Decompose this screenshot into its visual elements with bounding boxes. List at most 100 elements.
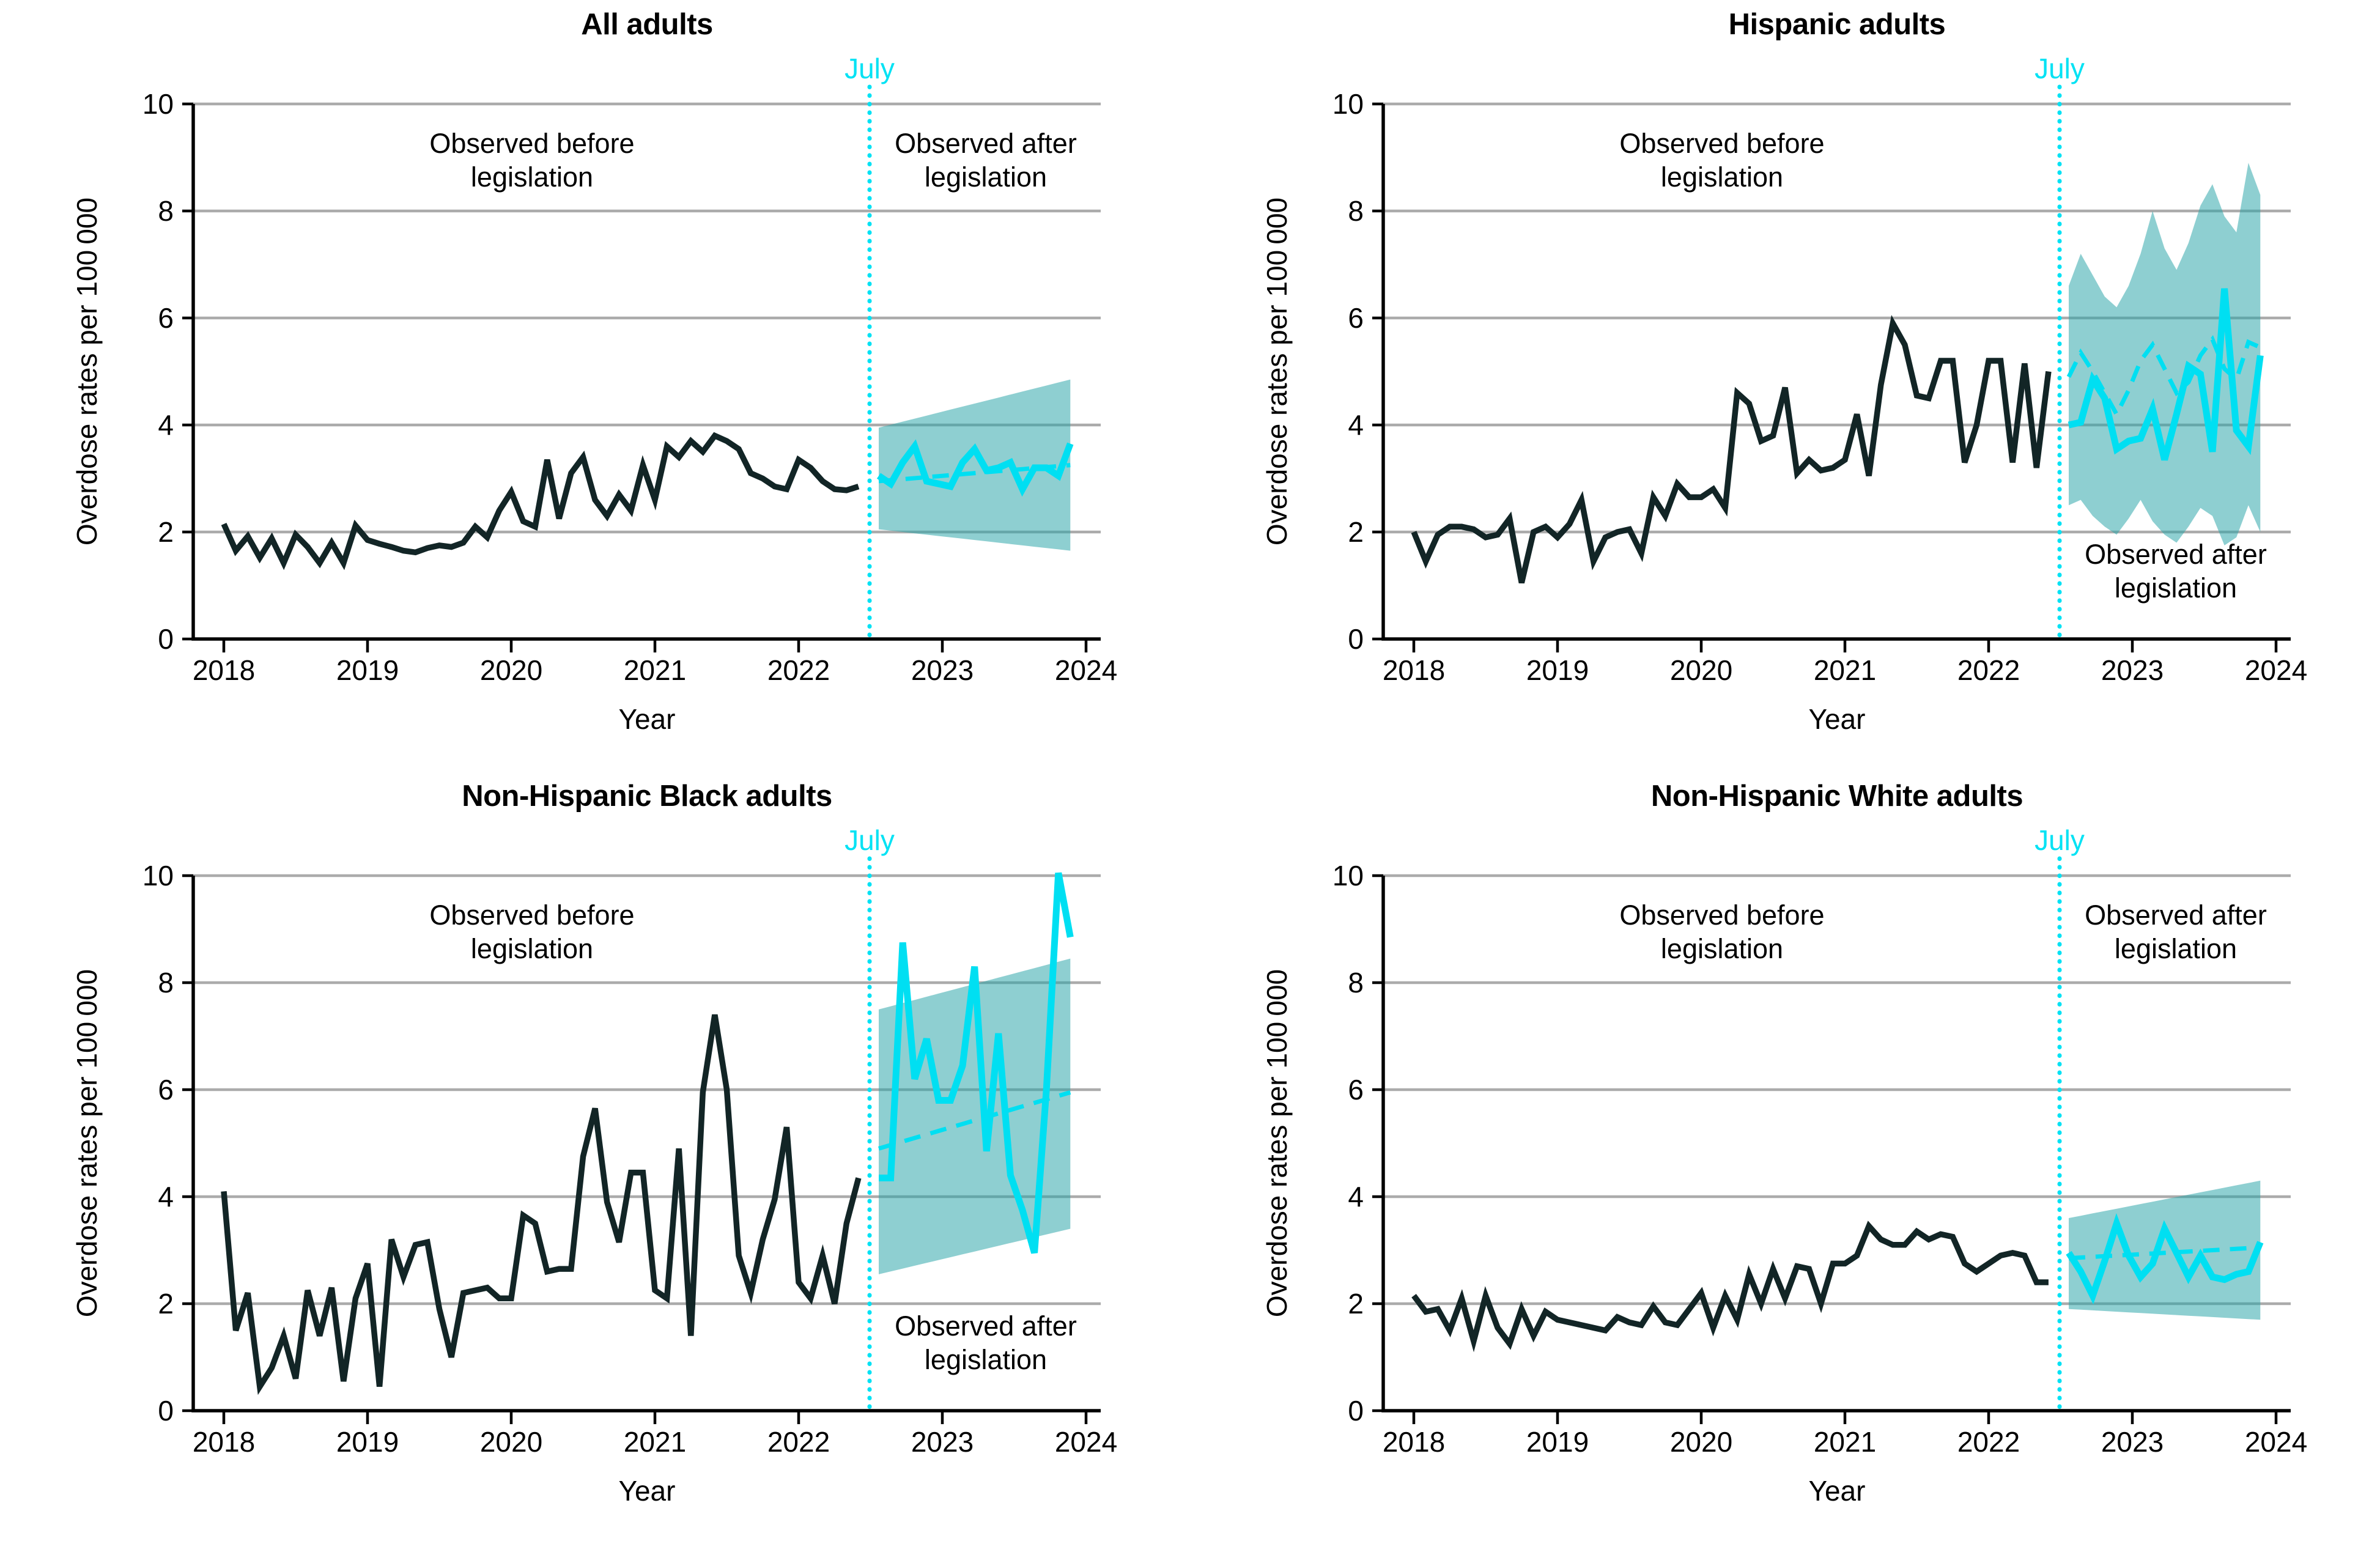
x-tick-label-2022: 2022 <box>767 1426 830 1458</box>
observed-before-line <box>1411 315 2052 584</box>
y-tick-label-2: 2 <box>158 1288 174 1320</box>
y-tick-label-4: 4 <box>158 409 174 441</box>
x-axis-label: Year <box>619 1475 676 1507</box>
y-tick-label-8: 8 <box>158 967 174 999</box>
x-tick-label-2019: 2019 <box>336 654 399 686</box>
after-legislation-label-line2: legislation <box>2115 572 2237 604</box>
x-tick-label-2020: 2020 <box>480 1426 542 1458</box>
x-tick-label-2020: 2020 <box>1670 654 1732 686</box>
observed-before-line <box>221 1014 862 1395</box>
x-tick-label-2018: 2018 <box>1383 1426 1445 1458</box>
y-tick-label-6: 6 <box>158 1074 174 1106</box>
july-label: July <box>844 53 895 84</box>
x-tick-label-2021: 2021 <box>624 1426 686 1458</box>
before-legislation-label-line1: Observed before <box>429 899 634 931</box>
observed-before-line <box>221 432 860 571</box>
x-tick-label-2024: 2024 <box>2245 1426 2307 1458</box>
y-tick-label-4: 4 <box>1348 1181 1364 1213</box>
confidence-band <box>879 379 1071 551</box>
x-tick-label-2019: 2019 <box>1526 654 1589 686</box>
x-tick-label-2023: 2023 <box>2101 654 2164 686</box>
y-tick-label-4: 4 <box>158 1181 174 1213</box>
july-label: July <box>844 824 895 856</box>
observed-after-line <box>879 872 1074 1254</box>
before-legislation-label-line1: Observed before <box>1619 899 1824 931</box>
non-hispanic-black-adults-chart: 0 2 4 6 8 10 2018 2019 2020 2021 2022 2023 2024 Overd… <box>71 824 1117 1507</box>
y-tick-label-0: 0 <box>1348 623 1364 655</box>
y-tick-label-8: 8 <box>1348 195 1364 227</box>
panel-title-all-adults: All adults <box>581 8 713 41</box>
y-tick-label-2: 2 <box>1348 1288 1364 1320</box>
y-tick-label-10: 10 <box>142 88 174 120</box>
observed-before-line <box>1411 1221 2049 1353</box>
july-label: July <box>2034 53 2085 84</box>
x-tick-label-2024: 2024 <box>1055 654 1117 686</box>
panel-non-hispanic-white-adults: 0 2 4 6 8 10 2018 2019 2020 2021 2022 2023 2024 Overd… <box>1190 772 2380 1544</box>
predicted-line <box>878 1090 1071 1151</box>
y-tick-label-4: 4 <box>1348 409 1364 441</box>
x-tick-label-2023: 2023 <box>911 654 974 686</box>
y-tick-label-0: 0 <box>158 623 174 655</box>
x-tick-label-2021: 2021 <box>624 654 686 686</box>
x-tick-label-2020: 2020 <box>1670 1426 1732 1458</box>
july-label: July <box>2034 824 2085 856</box>
after-legislation-label-line1: Observed after <box>2085 539 2267 570</box>
y-tick-label-0: 0 <box>158 1395 174 1427</box>
y-tick-label-8: 8 <box>158 195 174 227</box>
x-axis-label: Year <box>1809 1475 1866 1507</box>
before-legislation-label-line1: Observed before <box>1619 128 1824 159</box>
x-tick-label-2024: 2024 <box>2245 654 2307 686</box>
panel-title-non-hispanic-white-adults: Non-Hispanic White adults <box>1650 780 2023 813</box>
predicted-line <box>878 463 1071 484</box>
before-legislation-label-line2: legislation <box>471 933 593 964</box>
all-adults-chart: 0 2 4 6 8 10 2018 2019 2020 2021 2022 2023 2024 Overd… <box>71 53 1117 735</box>
after-legislation-label-line1: Observed after <box>895 128 1077 159</box>
y-axis-label: Overdose rates per 100 000 <box>71 969 103 1317</box>
y-tick-label-10: 10 <box>1332 860 1364 892</box>
after-legislation-label-line2: legislation <box>2115 933 2237 964</box>
panel-hispanic-adults: 0 2 4 6 8 10 2018 2019 2020 2021 2022 2023 2024 Overd… <box>1190 0 2380 772</box>
x-tick-label-2018: 2018 <box>193 654 255 686</box>
x-tick-label-2019: 2019 <box>336 1426 399 1458</box>
y-tick-label-0: 0 <box>1348 1395 1364 1427</box>
y-axis-label: Overdose rates per 100 000 <box>1261 969 1293 1317</box>
y-tick-label-2: 2 <box>1348 516 1364 548</box>
y-axis-label: Overdose rates per 100 000 <box>71 198 103 545</box>
before-legislation-label-line2: legislation <box>471 161 593 193</box>
panel-non-hispanic-black-adults: 0 2 4 6 8 10 2018 2019 2020 2021 2022 2023 2024 Overd… <box>0 772 1190 1544</box>
x-tick-label-2023: 2023 <box>911 1426 974 1458</box>
x-axis-label: Year <box>619 703 676 735</box>
panel-all-adults: 0 2 4 6 8 10 2018 2019 2020 2021 2022 2023 2024 Overd… <box>0 0 1190 772</box>
x-tick-label-2022: 2022 <box>1957 654 2020 686</box>
before-legislation-label-line2: legislation <box>1661 161 1783 193</box>
before-legislation-label-line2: legislation <box>1661 933 1783 964</box>
x-tick-label-2018: 2018 <box>1383 654 1445 686</box>
observed-after-line <box>876 439 1074 497</box>
y-tick-label-6: 6 <box>1348 302 1364 334</box>
y-tick-label-10: 10 <box>142 860 174 892</box>
panel-title-non-hispanic-black-adults: Non-Hispanic Black adults <box>462 780 832 813</box>
y-tick-label-6: 6 <box>158 302 174 334</box>
x-tick-label-2018: 2018 <box>193 1426 255 1458</box>
panel-title-hispanic-adults: Hispanic adults <box>1728 8 1946 41</box>
after-legislation-label-line2: legislation <box>925 1344 1047 1375</box>
x-tick-label-2024: 2024 <box>1055 1426 1117 1458</box>
y-tick-label-6: 6 <box>1348 1074 1364 1106</box>
y-tick-label-2: 2 <box>158 516 174 548</box>
x-tick-label-2022: 2022 <box>767 654 830 686</box>
x-axis-label: Year <box>1809 703 1866 735</box>
x-tick-label-2021: 2021 <box>1814 1426 1876 1458</box>
x-tick-label-2020: 2020 <box>480 654 542 686</box>
before-legislation-label-line1: Observed before <box>429 128 634 159</box>
x-tick-label-2021: 2021 <box>1814 654 1876 686</box>
y-tick-label-8: 8 <box>1348 967 1364 999</box>
x-tick-label-2019: 2019 <box>1526 1426 1589 1458</box>
observed-after-line <box>2068 288 2264 461</box>
x-tick-label-2022: 2022 <box>1957 1426 2020 1458</box>
y-tick-label-10: 10 <box>1332 88 1364 120</box>
y-axis-label: Overdose rates per 100 000 <box>1261 198 1293 545</box>
non-hispanic-white-adults-chart: 0 2 4 6 8 10 2018 2019 2020 2021 2022 2023 2024 Overd… <box>1261 824 2307 1507</box>
after-legislation-label-line2: legislation <box>925 161 1047 193</box>
observed-after-line <box>2066 1213 2264 1305</box>
